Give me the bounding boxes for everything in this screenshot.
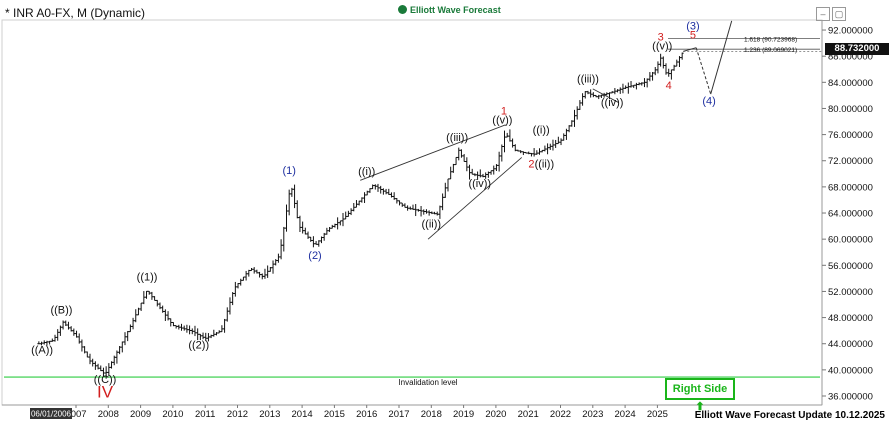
x-tick-label: 2015 — [324, 409, 345, 420]
wave-label: ((ii)) — [535, 158, 555, 170]
wave-label: ((v)) — [652, 41, 672, 53]
right-side-badge: Right Side ⬆ — [665, 378, 735, 413]
x-tick-label: 2017 — [388, 409, 409, 420]
invalidation-label: Invalidation level — [398, 378, 457, 387]
y-tick-label: 40.000000 — [828, 365, 873, 376]
wave-label: ((B)) — [50, 305, 72, 317]
wave-label: 3 — [658, 31, 664, 43]
x-tick-label: 2011 — [195, 409, 215, 420]
wave-label: 4 — [666, 80, 672, 92]
y-tick-label: 52.000000 — [828, 287, 873, 298]
wave-label: ((iii)) — [577, 73, 599, 85]
plot-area — [1, 19, 823, 406]
x-tick-label: 2007 — [65, 409, 86, 420]
y-tick-label: 84.000000 — [828, 78, 873, 89]
wave-label: (2) — [308, 250, 321, 262]
wave-label: ((iv)) — [468, 178, 491, 190]
trend-line — [360, 124, 506, 181]
x-tick-label: 2014 — [292, 409, 313, 420]
wave-label: ((i)) — [533, 124, 550, 136]
wave-label: (4) — [702, 96, 715, 108]
y-tick-label: 64.000000 — [828, 209, 873, 220]
chart-title: * INR A0-FX, M (Dynamic) — [5, 6, 146, 20]
y-tick-label: 68.000000 — [828, 182, 873, 193]
y-tick-label: 80.000000 — [828, 104, 873, 115]
x-tick-label: 2010 — [162, 409, 183, 420]
wave-label: ((iv)) — [601, 97, 624, 109]
trend-line — [427, 157, 523, 240]
x-tick-label: 2025 — [647, 409, 668, 420]
x-tick-label: 2012 — [227, 409, 248, 420]
x-start-date-label: 06/01/2006 — [31, 410, 72, 419]
x-start-date-box — [30, 408, 72, 419]
wave-label: 5 — [690, 30, 696, 42]
projection-segment — [683, 47, 697, 52]
y-tick-label: 88.000000 — [828, 52, 873, 63]
y-tick-label: 36.000000 — [828, 392, 873, 403]
wave-label: ((C)) — [94, 374, 117, 386]
x-tick-label: 2020 — [485, 409, 506, 420]
footer-update: Elliott Wave Forecast Update 10.12.2025 — [694, 410, 885, 421]
y-tick-label: 60.000000 — [828, 235, 873, 246]
wave-label: ((A)) — [31, 345, 53, 357]
x-tick-label: 2024 — [615, 409, 636, 420]
wave-label: (3) — [686, 20, 699, 32]
projection-segment — [695, 47, 712, 95]
x-tick-label: 2021 — [518, 409, 539, 420]
minimize-icon[interactable]: – — [816, 7, 830, 21]
y-tick-label: 72.000000 — [828, 156, 873, 167]
brand-logo: Elliott Wave Forecast — [398, 5, 501, 15]
wave-label: 1 — [501, 105, 507, 117]
wave-label: ((1)) — [137, 271, 158, 283]
x-tick-label: 2023 — [582, 409, 603, 420]
x-tick-label: 2009 — [130, 409, 151, 420]
projection-segment — [710, 20, 733, 95]
x-tick-label: 2013 — [259, 409, 280, 420]
y-tick-label: 48.000000 — [828, 313, 873, 324]
wave-label: ((2)) — [188, 339, 209, 351]
y-tick-label: 76.000000 — [828, 130, 873, 141]
wave-label: IV — [97, 382, 114, 401]
wave-label: ((i)) — [358, 166, 375, 178]
wave-label: ((iii)) — [446, 132, 468, 144]
y-tick-label: 92.000000 — [828, 26, 873, 37]
wave-label: ((v)) — [492, 114, 512, 126]
y-tick-label: 44.000000 — [828, 339, 873, 350]
maximize-icon[interactable]: ▢ — [832, 7, 846, 21]
x-tick-label: 2008 — [98, 409, 119, 420]
trend-line — [592, 88, 619, 103]
x-tick-label: 2016 — [356, 409, 377, 420]
fib-label: 1.236 (89.069021) — [744, 47, 797, 54]
x-tick-label: 2018 — [421, 409, 442, 420]
x-tick-label: 2019 — [453, 409, 474, 420]
x-tick-label: 2022 — [550, 409, 571, 420]
wave-label: (1) — [282, 165, 295, 177]
wave-label: 2 — [528, 158, 534, 170]
logo-text: Elliott Wave Forecast — [410, 5, 501, 15]
y-tick-label: 56.000000 — [828, 261, 873, 272]
wave-label: ((ii)) — [422, 218, 442, 230]
fib-label: 1.618 (90.723968) — [744, 36, 797, 43]
current-price-tag: 88.732000 — [825, 43, 889, 55]
logo-icon — [398, 5, 407, 14]
